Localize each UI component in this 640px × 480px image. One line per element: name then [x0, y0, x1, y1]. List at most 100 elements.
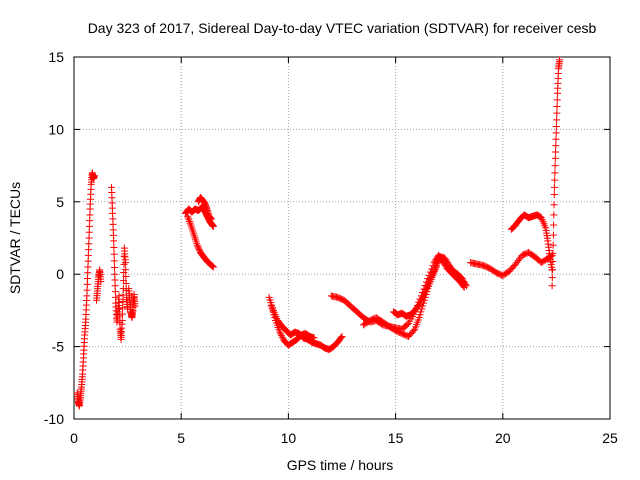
data-point-arc13 [550, 183, 558, 191]
data-point-arc13 [549, 266, 557, 274]
grid [74, 57, 610, 419]
axis-ticks: 0 5 10 15 20 25 -10 -5 0 5 10 15 [44, 49, 618, 446]
plot-frame [73, 56, 611, 420]
data-point-arc13 [550, 201, 558, 209]
data-point-arc13 [552, 135, 560, 143]
data-point-arc13 [551, 154, 559, 162]
x-axis-label: GPS time / hours [287, 457, 394, 473]
data-point-arc3 [118, 310, 126, 318]
data-point-arc9 [415, 314, 423, 322]
data-point-arc7 [270, 311, 278, 319]
data-point-arc5b [194, 243, 202, 251]
data-point-arc7 [276, 328, 284, 336]
data-point-arc3 [119, 304, 127, 312]
data-point-arc13 [552, 148, 560, 156]
data-point-arc13 [552, 129, 560, 137]
data-point-arc13 [550, 191, 558, 199]
data-point-arc10 [458, 275, 466, 283]
data-point-arc13 [549, 241, 557, 249]
x-tick-label: 20 [495, 430, 511, 446]
data-point-arc13 [553, 103, 561, 111]
data-point-arc7 [268, 305, 276, 313]
data-point-arc9 [416, 311, 424, 319]
data-point-arc9 [417, 308, 425, 316]
data-point-arc10 [461, 280, 469, 288]
x-tick-label: 0 [70, 430, 78, 446]
data-point-arc7 [278, 333, 286, 341]
data-point-arc13 [550, 221, 558, 229]
data-point-arc3 [110, 237, 118, 245]
data-point-arc2 [97, 277, 105, 285]
data-point-arc10 [419, 294, 427, 302]
data-point-arc13 [550, 211, 558, 219]
data-point-arc13 [549, 249, 557, 257]
data-point-arc7 [310, 334, 318, 342]
data-point-arc10 [433, 260, 441, 268]
data-point-arc3 [122, 266, 130, 274]
data-point-arc3 [110, 244, 118, 252]
data-point-arc5b [184, 214, 192, 222]
data-point-arc3 [119, 297, 127, 305]
x-tick-label: 10 [281, 430, 297, 446]
data-point-arc5b [195, 244, 203, 252]
data-point-arc1 [90, 172, 98, 180]
data-point-arc6 [337, 334, 345, 342]
data-point-arc13 [549, 257, 557, 265]
data-point-arc10 [461, 279, 469, 287]
data-point-arc10 [443, 257, 451, 265]
data-point-arc5b [185, 216, 193, 224]
data-point-arc6 [338, 332, 346, 340]
data-point-arc7 [267, 302, 275, 310]
data-point-arc5b [186, 217, 194, 225]
x-tick-label: 15 [388, 430, 404, 446]
data-point-arc4 [131, 302, 139, 310]
data-point-arc3 [121, 259, 129, 267]
data-point-arc13 [553, 116, 561, 124]
data-point-arc7 [278, 332, 286, 340]
data-point-arc5c [207, 215, 215, 223]
data-point-arc10 [462, 282, 470, 290]
data-point-arc10 [414, 302, 422, 310]
data-point-arc5b [209, 262, 217, 270]
data-point-arc13 [551, 162, 559, 170]
data-point-arc10 [442, 256, 450, 264]
y-axis-label: SDTVAR / TECUs [7, 182, 23, 294]
data-point-arc10 [416, 299, 424, 307]
data-point-arc5b [209, 263, 217, 271]
data-point-arc13 [549, 231, 557, 239]
data-point-arc3 [115, 299, 123, 307]
data-point-arc10 [415, 301, 423, 309]
y-tick-label: 0 [56, 266, 64, 282]
data-point-arc3 [111, 264, 119, 272]
data-point-arc3 [110, 257, 118, 265]
data-point-arc13 [553, 96, 561, 104]
data-point-arc10 [417, 297, 425, 305]
data-point-arc3 [122, 279, 130, 287]
data-point-arc9 [410, 327, 418, 335]
data-points [73, 56, 564, 410]
x-tick-label: 25 [602, 430, 618, 446]
data-point-arc5b [193, 241, 201, 249]
data-point-arc13 [553, 109, 561, 117]
y-tick-label: -10 [44, 411, 64, 427]
x-tick-label: 5 [177, 430, 185, 446]
data-point-arc3 [115, 305, 123, 313]
data-point-arc5b [195, 246, 203, 254]
data-point-arc13 [551, 169, 559, 177]
data-point-arc10 [441, 254, 449, 262]
data-point-arc13 [548, 274, 556, 282]
chart-title: Day 323 of 2017, Sidereal Day-to-day VTE… [88, 20, 597, 36]
data-point-arc9 [418, 305, 426, 313]
data-point-arc10 [460, 277, 468, 285]
data-point-arc10 [459, 276, 467, 284]
data-point-arc5b [184, 212, 192, 220]
data-point-arc10 [443, 259, 451, 267]
data-point-arc3 [118, 317, 126, 325]
data-point-arc13 [556, 56, 564, 64]
data-point-arc10 [434, 258, 442, 266]
data-point-arc3 [120, 260, 128, 268]
data-point-arc7 [277, 330, 285, 338]
data-point-arc7 [271, 314, 279, 322]
data-point-arc3 [115, 292, 123, 300]
data-point-arc13 [552, 123, 560, 131]
